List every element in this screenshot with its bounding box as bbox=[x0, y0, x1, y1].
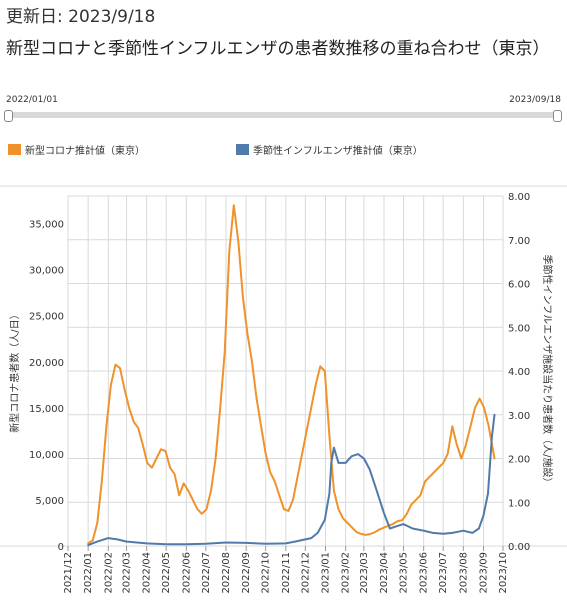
range-start-handle[interactable] bbox=[4, 110, 13, 122]
x-tick-label: 2022/09 bbox=[241, 552, 252, 594]
x-tick-label: 2022/07 bbox=[201, 552, 212, 594]
right-tick-label: 2.00 bbox=[508, 455, 530, 466]
updated-date: 更新日: 2023/9/18 bbox=[6, 7, 156, 27]
left-tick-label: 0 bbox=[58, 542, 64, 553]
x-axis-ticks: 2021/12 2022/01 2022/02 2022/03 2022/04 2022/… bbox=[63, 546, 509, 594]
x-tick-label: 2023/09 bbox=[478, 552, 489, 594]
left-tick-label: 20,000 bbox=[29, 358, 64, 369]
x-tick-label: 2023/02 bbox=[341, 552, 352, 594]
range-start-label: 2022/01/01 bbox=[6, 95, 58, 105]
x-tick-label: 2022/05 bbox=[161, 552, 172, 594]
legend-label-flu: 季節性インフルエンザ推計値（東京） bbox=[253, 146, 423, 157]
x-tick-label: 2022/02 bbox=[103, 552, 114, 594]
x-tick-label: 2023/10 bbox=[498, 552, 509, 594]
range-end-handle[interactable] bbox=[553, 110, 562, 122]
left-tick-label: 15,000 bbox=[29, 404, 64, 415]
legend-swatch-covid bbox=[8, 144, 21, 155]
right-tick-label: 3.00 bbox=[508, 411, 530, 422]
right-tick-label: 6.00 bbox=[508, 280, 530, 291]
page-title: 新型コロナと季節性インフルエンザの患者数推移の重ね合わせ（東京） bbox=[6, 39, 550, 59]
range-end-label: 2023/09/18 bbox=[509, 95, 561, 105]
x-tick-label: 2022/10 bbox=[261, 552, 272, 594]
x-tick-label: 2023/08 bbox=[458, 552, 469, 594]
x-tick-label: 2022/08 bbox=[221, 552, 232, 594]
legend-item-flu[interactable]: 季節性インフルエンザ推計値（東京） bbox=[236, 142, 423, 157]
x-tick-label: 2022/12 bbox=[300, 552, 311, 594]
right-tick-label: 4.00 bbox=[508, 367, 530, 378]
series-line-covid bbox=[87, 204, 496, 545]
series-line-flu bbox=[87, 413, 496, 547]
left-tick-label: 25,000 bbox=[29, 312, 64, 323]
left-axis-label: 新型コロナ患者数（人/日） bbox=[8, 309, 21, 432]
left-axis-ticks: 0 5,000 10,000 15,000 20,000 25,000 30,000 35,0… bbox=[29, 220, 64, 553]
x-tick-label: 2022/03 bbox=[122, 552, 133, 594]
right-tick-label: 7.00 bbox=[508, 236, 530, 247]
legend-swatch-flu bbox=[236, 144, 249, 155]
x-tick-label: 2023/06 bbox=[419, 552, 430, 594]
right-axis-label: 季節性インフルエンザ施設当たり患者数（人/施設） bbox=[541, 254, 554, 487]
right-tick-label: 1.00 bbox=[508, 498, 530, 509]
left-tick-label: 30,000 bbox=[29, 266, 64, 277]
chart-grid bbox=[0, 185, 567, 547]
legend-item-covid[interactable]: 新型コロナ推計値（東京） bbox=[8, 142, 145, 157]
left-tick-label: 10,000 bbox=[29, 450, 64, 461]
x-tick-label: 2023/03 bbox=[359, 552, 370, 594]
legend-label-covid: 新型コロナ推計値（東京） bbox=[25, 146, 145, 157]
x-tick-label: 2022/04 bbox=[142, 552, 153, 594]
left-tick-label: 5,000 bbox=[35, 496, 64, 507]
date-range-slider-track[interactable] bbox=[10, 112, 556, 118]
x-tick-label: 2022/06 bbox=[181, 552, 192, 594]
x-tick-label: 2023/04 bbox=[379, 552, 390, 594]
right-tick-label: 5.00 bbox=[508, 323, 530, 334]
x-tick-label: 2022/01 bbox=[83, 552, 94, 594]
x-tick-label: 2023/01 bbox=[320, 552, 331, 594]
right-axis-ticks: 0.00 1.00 2.00 3.00 4.00 5.00 6.00 7.00 8.00 bbox=[508, 192, 530, 553]
x-tick-label: 2023/05 bbox=[399, 552, 410, 594]
x-tick-label: 2021/12 bbox=[63, 552, 74, 594]
right-tick-label: 0.00 bbox=[508, 542, 530, 553]
left-tick-label: 35,000 bbox=[29, 220, 64, 231]
x-tick-label: 2023/07 bbox=[438, 552, 449, 594]
series-lines bbox=[87, 204, 496, 547]
x-tick-label: 2022/11 bbox=[281, 552, 292, 594]
right-tick-label: 8.00 bbox=[508, 192, 530, 203]
